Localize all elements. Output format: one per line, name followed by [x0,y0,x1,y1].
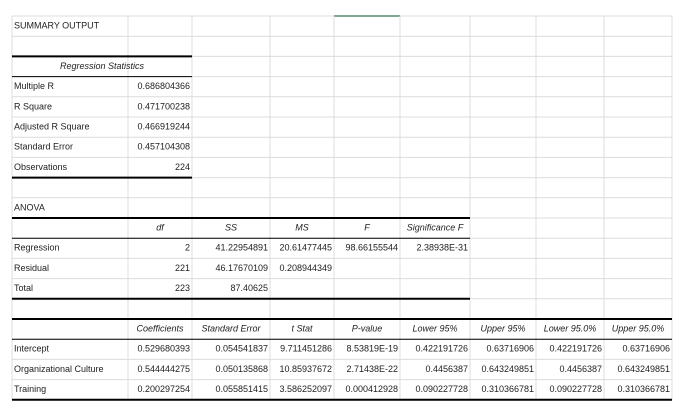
cell-text: 0.686804366 [137,81,190,91]
cell-text: 46.17670109 [215,263,268,273]
cell-text: Upper 95% [480,323,525,333]
cell-text: 0.422191726 [549,344,602,354]
cell-text: df [156,222,165,232]
cell-text: Lower 95.0% [544,323,597,333]
cell-text: 10.85937672 [279,364,332,374]
cell-text: R Square [14,101,52,111]
cell-text: 0.310366781 [481,384,534,394]
cell-text: 0.643249851 [481,364,534,374]
cell-text: 0.4456387 [559,364,602,374]
cell-text: 0.544444275 [137,364,190,374]
cell-text: 0.208944349 [279,263,332,273]
cell-text: MS [295,222,309,232]
cell-text: Multiple R [14,81,55,91]
cell-text: Coefficients [136,323,184,333]
cell-text: Standard Error [14,142,73,152]
cell-text: 41.22954891 [215,243,268,253]
cell-text: Intercept [14,344,50,354]
cell-text: Significance F [407,222,464,232]
cell-text: 0.422191726 [415,344,468,354]
cell-text: 0.63716906 [486,344,534,354]
cell-text: 2 [185,243,190,253]
cell-text: 2.71438E-22 [346,364,398,374]
cell-text: 3.586252097 [279,384,332,394]
cell-text: Upper 95.0% [612,323,665,333]
cell-text: 20.61477445 [279,243,332,253]
cell-text: Adjusted R Square [14,121,90,131]
cell-text: 8.53819E-19 [346,344,398,354]
cell-text: 0.000412928 [345,384,398,394]
cell-text: Training [14,384,46,394]
cell-text: 0.466919244 [137,121,190,131]
cell-text: 0.643249851 [617,364,670,374]
cell-text: 0.310366781 [617,384,670,394]
cell-text: ANOVA [14,202,45,212]
cell-text: 0.529680393 [137,344,190,354]
cell-text: 0.050135868 [215,364,268,374]
cell-text: 0.200297254 [137,384,190,394]
cell-text: 2.38938E-31 [416,243,468,253]
cell-text: Regression Statistics [60,61,145,71]
cell-text: Total [14,283,33,293]
cell-text: 0.090227728 [549,384,602,394]
cell-text: SS [225,222,237,232]
cell-text: 0.4456387 [425,364,468,374]
cell-text: 223 [175,283,190,293]
cell-text: 87.40625 [230,283,268,293]
cell-text: Residual [14,263,49,273]
cell-text: 224 [175,162,190,172]
cell-text: 0.090227728 [415,384,468,394]
cell-text: Lower 95% [412,323,457,333]
cell-text: P-value [352,323,383,333]
cell-text: 0.055851415 [215,384,268,394]
cell-text: F [364,222,370,232]
cell-text: 0.457104308 [137,142,190,152]
cell-text: 221 [175,263,190,273]
cell-text: 0.471700238 [137,101,190,111]
cell-text: t Stat [291,323,313,333]
cell-text: 98.66155544 [345,243,398,253]
cell-text: 9.711451286 [280,344,332,354]
cell-text: Organizational Culture [14,364,104,374]
cell-text: 0.054541837 [215,344,268,354]
cell-text: Regression [14,243,60,253]
cell-text: Standard Error [201,323,261,333]
cell-text: Observations [14,162,68,172]
cell-text: 0.63716906 [622,344,670,354]
cell-text: SUMMARY OUTPUT [14,20,100,30]
